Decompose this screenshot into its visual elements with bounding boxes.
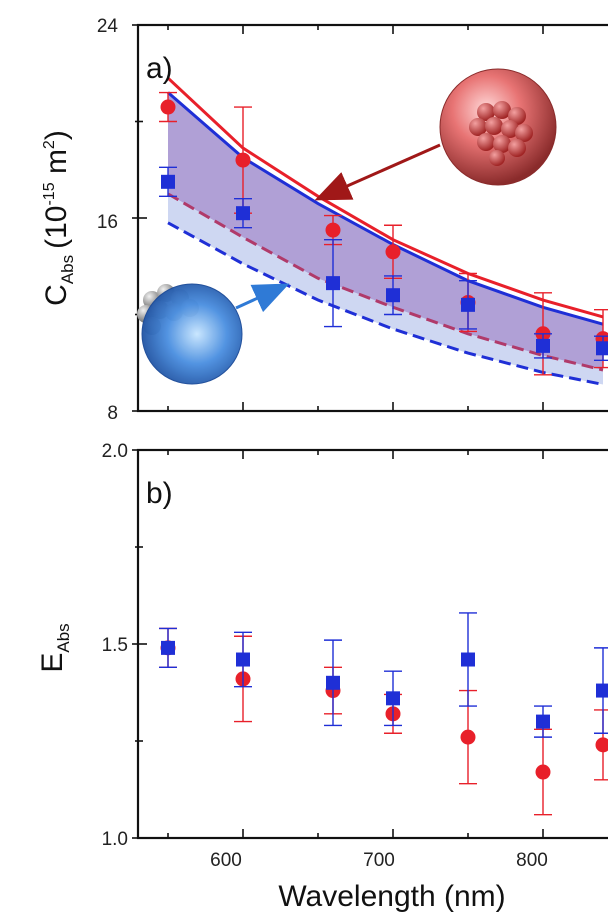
xtick-label: 600 — [210, 850, 242, 871]
circle-marker — [595, 737, 608, 753]
square-marker — [161, 640, 175, 655]
ytick-label: 24 — [97, 16, 119, 37]
square-marker — [326, 276, 340, 291]
xtick-label: 800 — [516, 850, 548, 871]
x-axis-label: Wavelength (nm) — [278, 880, 505, 913]
ytick-label: 16 — [97, 212, 118, 233]
data-points — [159, 612, 608, 816]
panel-b-frame — [136, 448, 608, 840]
square-marker — [236, 652, 250, 667]
circle-marker — [160, 99, 176, 115]
data-point — [159, 91, 177, 123]
square-marker — [596, 683, 608, 698]
data-point — [234, 631, 252, 688]
data-points — [159, 91, 608, 376]
panel-b-label: b) — [146, 477, 173, 510]
data-point — [234, 197, 252, 229]
blue-arrow — [235, 283, 290, 313]
circle-marker — [325, 222, 341, 238]
circle-marker — [460, 729, 476, 745]
data-point — [384, 670, 402, 727]
data-point — [459, 612, 477, 707]
circle-marker — [535, 764, 551, 780]
red-particle-illustration — [314, 68, 557, 201]
data-point — [594, 709, 608, 781]
square-marker — [461, 652, 475, 667]
square-marker — [386, 691, 400, 706]
square-marker — [461, 297, 475, 312]
ytick-label: 8 — [107, 403, 118, 424]
data-point — [159, 166, 177, 197]
data-point — [384, 275, 402, 316]
ytick-label: 1.0 — [102, 829, 128, 850]
data-point — [324, 239, 342, 328]
ytick-label: 2.0 — [102, 441, 128, 462]
panel-b-ticks — [132, 449, 544, 839]
square-marker — [536, 338, 550, 353]
shaded-band — [168, 92, 603, 370]
red-particle-core — [469, 101, 533, 166]
xtick-label: 700 — [363, 850, 395, 871]
square-marker — [236, 206, 250, 221]
panel-a: 24 16 8 a) CAbs(10-15 m2) — [40, 16, 608, 424]
blue-particle-illustration — [137, 283, 290, 385]
shaded-band-light — [168, 193, 603, 385]
panel-a-label: a) — [146, 52, 173, 85]
data-point — [324, 639, 342, 727]
data-point — [459, 280, 477, 330]
y-axis-label-b: EAbs — [36, 623, 73, 672]
data-point — [534, 728, 552, 816]
data-point — [159, 627, 177, 668]
red-arrow — [314, 143, 441, 201]
data-point — [594, 647, 608, 734]
square-marker — [536, 714, 550, 729]
circle-marker — [385, 244, 401, 260]
square-marker — [161, 174, 175, 189]
circle-marker — [235, 152, 251, 168]
panel-b: 2.0 1.5 1.0 600 700 800 b) EAbs Waveleng… — [36, 441, 608, 913]
square-marker — [386, 288, 400, 303]
ytick-label: 1.5 — [102, 635, 128, 656]
data-point — [594, 335, 608, 362]
absorption-band — [168, 92, 603, 385]
y-axis-label-a: CAbs(10-15 m2) — [40, 130, 77, 306]
data-point — [534, 333, 552, 359]
square-marker — [326, 675, 340, 690]
data-point — [534, 705, 552, 738]
square-marker — [596, 341, 608, 356]
data-point — [384, 224, 402, 280]
